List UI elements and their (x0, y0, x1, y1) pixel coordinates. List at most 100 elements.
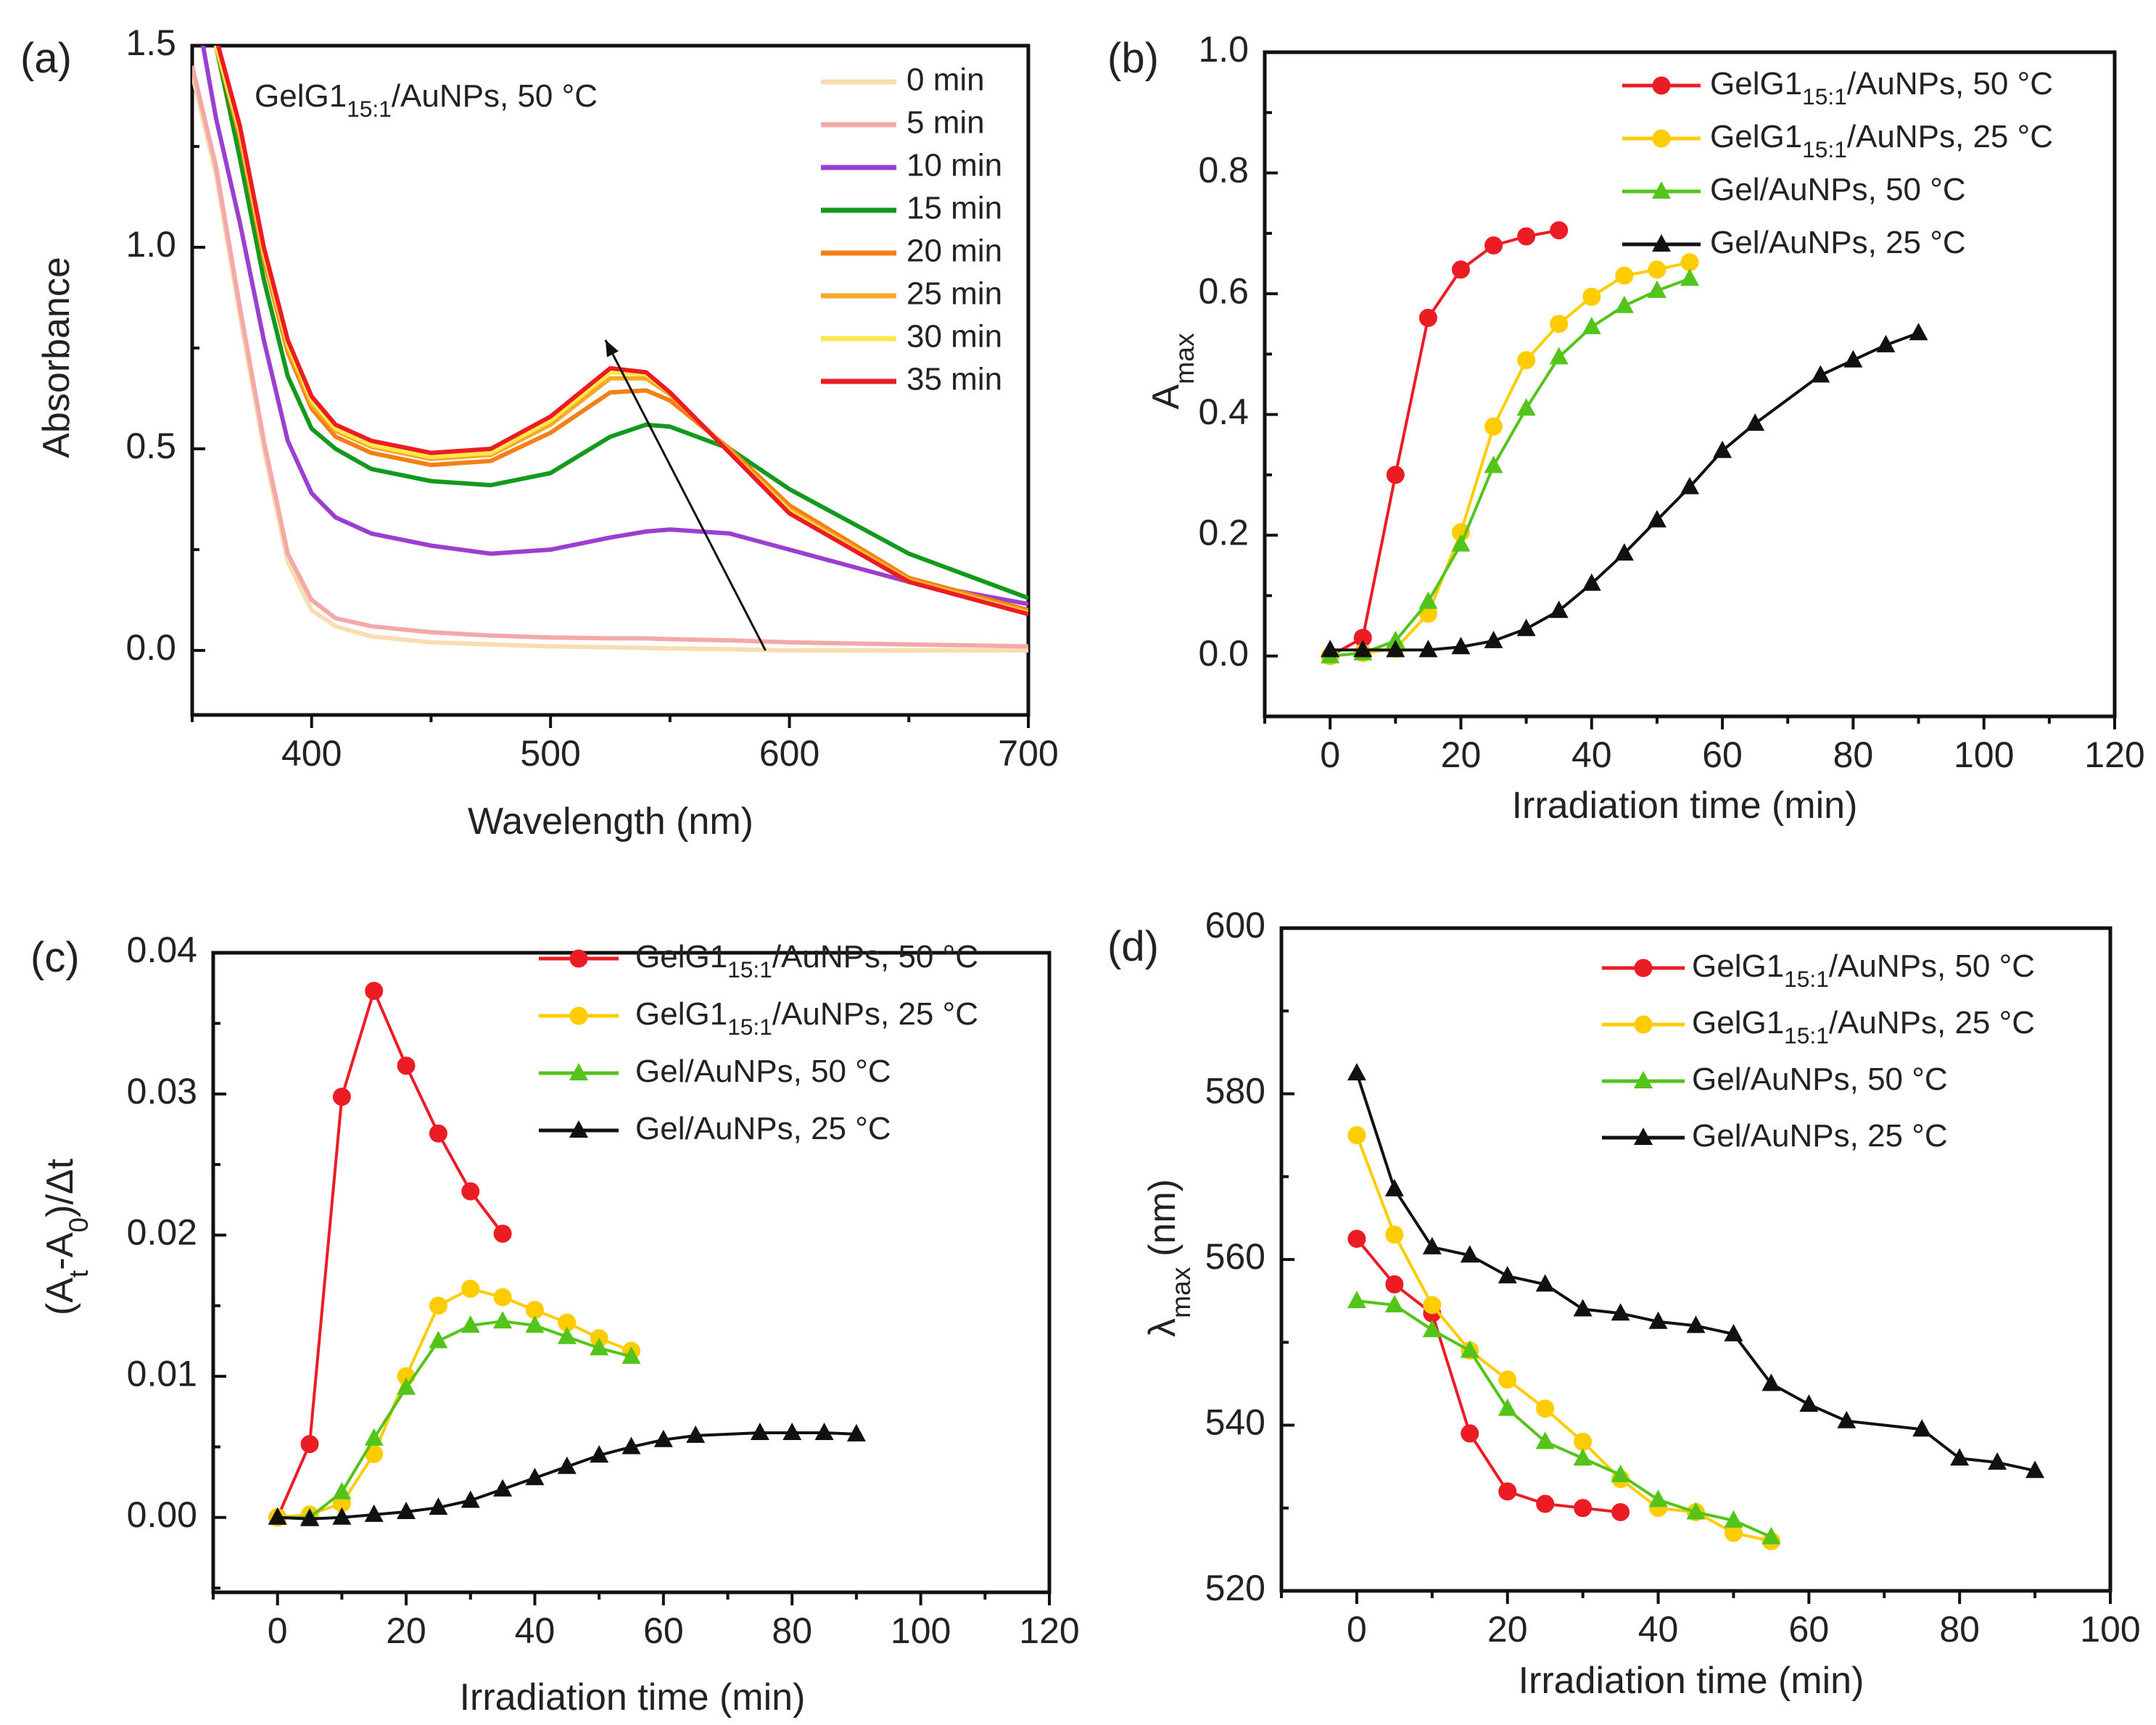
series-line (277, 1431, 856, 1521)
x-tick-label: 40 (515, 1610, 555, 1651)
label-text: Irradiation time (min) (1519, 1660, 1864, 1702)
data-point (1461, 1424, 1479, 1443)
legend-label: 30 min (906, 319, 1002, 355)
data-point (397, 1502, 416, 1520)
legend-label-sub: 15:1 (347, 96, 392, 122)
y-tick-label: 0.02 (127, 1212, 197, 1253)
data-point (1536, 1494, 1555, 1513)
data-point (1418, 591, 1438, 609)
data-point (1384, 1178, 1404, 1196)
series-line (1355, 1134, 1772, 1543)
x-tick-label: 80 (1833, 735, 1874, 775)
data-point (1423, 1296, 1442, 1315)
data-point (1634, 1128, 1653, 1145)
data-point (300, 1508, 320, 1526)
legend-label: Gel/AuNPs, 25 °C (635, 1111, 891, 1146)
x-axis-label: Irradiation time (min) (460, 1676, 806, 1718)
data-point (1652, 181, 1671, 199)
data-point (460, 1315, 480, 1333)
legend-label: Gel/AuNPs, 50 °C (635, 1054, 891, 1089)
data-point (1517, 351, 1536, 370)
data-point (493, 1224, 512, 1243)
legend-label-post: /AuNPs, 50 °C (392, 78, 598, 114)
data-point (1573, 1448, 1593, 1466)
data-point (332, 1507, 352, 1525)
data-point (1484, 630, 1503, 648)
data-point (1611, 1303, 1630, 1321)
legend-label-sub: 15:1 (1784, 1022, 1829, 1048)
data-point (461, 1279, 480, 1298)
data-point (1347, 1229, 1366, 1248)
x-tick-label: 500 (520, 733, 580, 774)
data-point (429, 1497, 448, 1515)
x-tick-label: 0 (1347, 1609, 1367, 1650)
legend-label: Gel/AuNPs, 50 °C (1692, 1062, 1948, 1097)
y-tick-label: 0.00 (127, 1494, 197, 1535)
x-tick-label: 600 (759, 733, 819, 774)
x-tick-label: 20 (386, 1610, 426, 1651)
label-text: Wavelength (nm) (468, 801, 753, 843)
y-tick-label: 1.5 (125, 22, 176, 63)
data-point (1451, 534, 1471, 552)
data-point (1484, 455, 1503, 473)
series-line (1329, 228, 1560, 658)
x-tick-label: 100 (1954, 735, 2014, 775)
legend-label-sub: 15:1 (727, 1014, 772, 1040)
legend-label: GelG115:1/AuNPs, 50 °C (255, 78, 598, 123)
data-point (1950, 1448, 1970, 1466)
data-point (1550, 315, 1569, 334)
data-point (782, 1422, 802, 1440)
data-point (1422, 1236, 1442, 1254)
data-point (1988, 1452, 2007, 1470)
series-line (200, 46, 1028, 607)
x-tick-label: 40 (1638, 1609, 1679, 1650)
legend-label-post: /AuNPs, 50 °C (1829, 948, 2035, 984)
legend-label-pre: GelG1 (1692, 948, 1784, 984)
data-point (814, 1422, 834, 1440)
plot-area (192, 46, 1028, 653)
x-tick-label: 80 (772, 1610, 812, 1651)
data-point (1347, 1291, 1366, 1309)
legend-label-pre: Gel/AuNPs, 25 °C (1692, 1118, 1948, 1154)
data-point (1536, 1399, 1555, 1418)
data-point (1498, 1482, 1517, 1501)
series-line (1356, 1299, 1772, 1539)
y-tick-label: 0.04 (127, 930, 197, 970)
data-point (365, 982, 384, 1001)
data-point (1652, 234, 1671, 252)
plot-area (1347, 1062, 2045, 1550)
data-point (1843, 349, 1863, 368)
data-point (1761, 1373, 1781, 1391)
data-point (493, 1478, 513, 1497)
data-point (653, 1429, 673, 1447)
series-line (277, 1320, 632, 1519)
y-axis-label: Amax (1145, 333, 1199, 410)
x-axis-label: Irradiation time (min) (1512, 785, 1858, 827)
y-tick-label: 0.01 (127, 1353, 197, 1394)
data-point (621, 1436, 641, 1455)
data-point (1680, 253, 1699, 272)
chart-panel-b: 0 20 40 60 80 100 120 0.0 0.2 0.4 0.6 0.8 1.0 Irradia… (1107, 29, 2145, 827)
data-point (569, 1120, 588, 1138)
legend-label-pre: GelG1 (1710, 119, 1802, 154)
legend-label: Gel/AuNPs, 50 °C (1710, 172, 1966, 207)
data-point (429, 1331, 448, 1349)
legend-label: GelG115:1/AuNPs, 50 °C (1710, 66, 2053, 110)
data-point (1909, 323, 1928, 341)
data-point (1498, 1370, 1517, 1389)
data-point (2025, 1460, 2045, 1478)
legend-label: 0 min (906, 62, 985, 98)
data-point (1799, 1394, 1819, 1412)
data-point (332, 1088, 351, 1106)
data-point (1386, 630, 1405, 648)
legend-label-post: /AuNPs, 25 °C (1829, 1005, 2035, 1041)
data-point (1680, 268, 1699, 286)
label-text: λ (1141, 1318, 1184, 1337)
legend-label-pre: Gel/AuNPs, 50 °C (635, 1054, 891, 1089)
data-point (1535, 1431, 1555, 1449)
legend-label-sub: 15:1 (727, 956, 772, 983)
x-axis-label: Irradiation time (min) (1519, 1660, 1864, 1702)
label-text: A (1145, 384, 1187, 410)
data-point (1498, 1398, 1517, 1416)
data-point (1611, 1465, 1630, 1483)
